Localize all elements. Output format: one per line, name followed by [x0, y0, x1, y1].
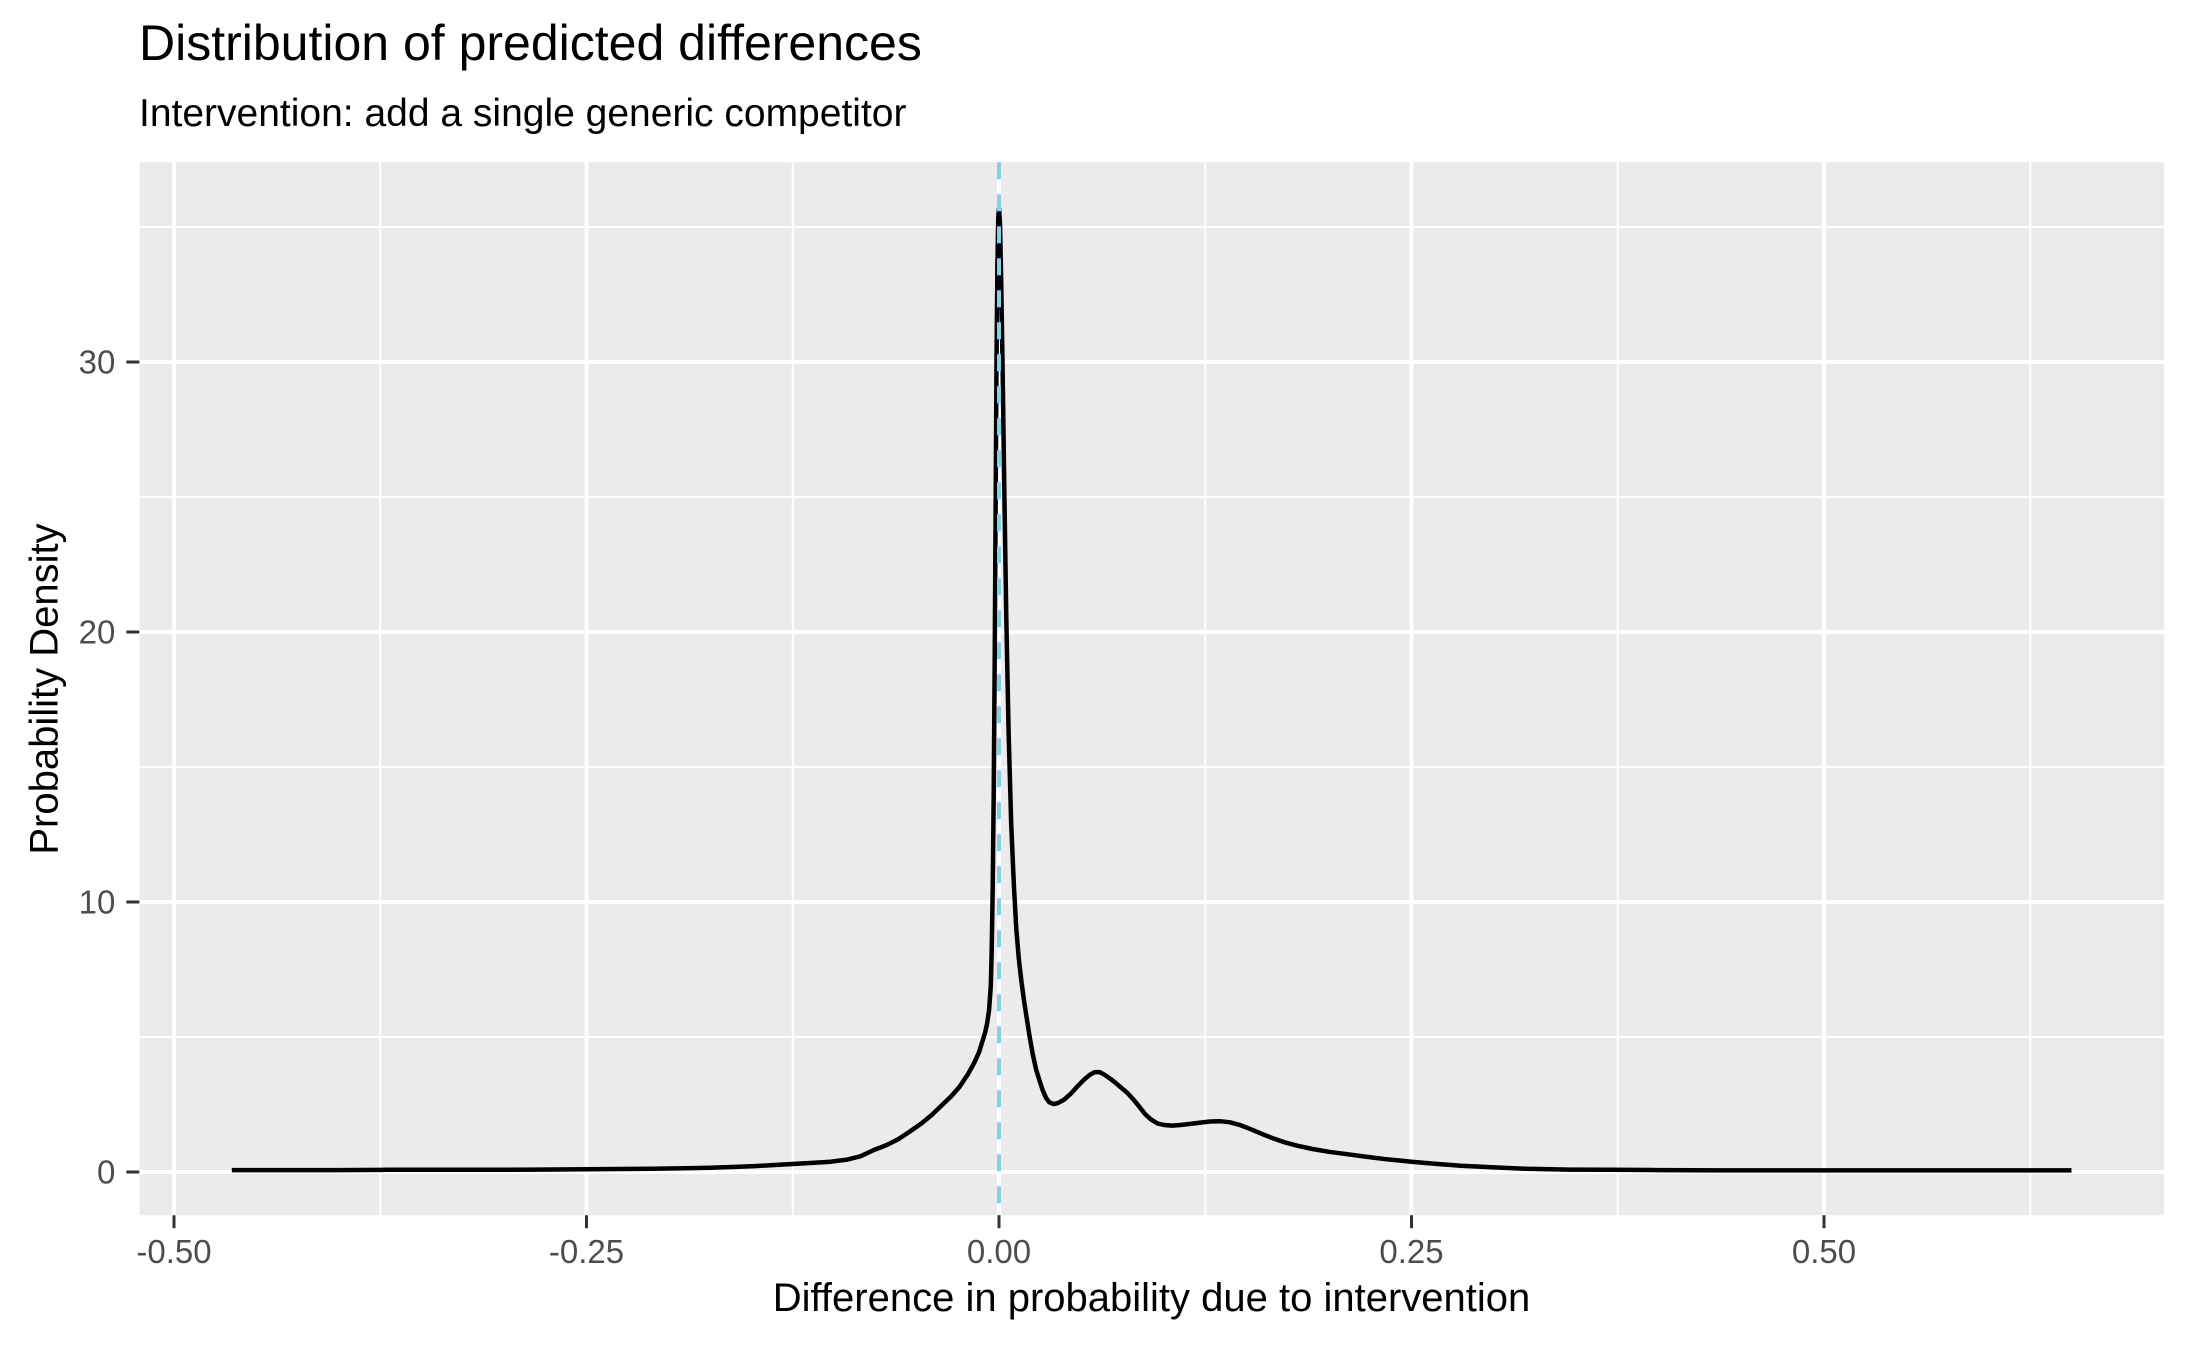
x-tick-label: -0.50 — [136, 1233, 211, 1270]
y-tick-label: 0 — [97, 1154, 115, 1191]
minor-gridlines — [139, 162, 2164, 1216]
x-tick-label: -0.25 — [549, 1233, 624, 1270]
x-tick-label: 0.00 — [967, 1233, 1031, 1270]
plot-title: Distribution of predicted differences — [139, 15, 922, 71]
density-curve — [231, 205, 2072, 1173]
y-tick-label: 20 — [79, 614, 116, 651]
plot-subtitle: Intervention: add a single generic compe… — [139, 92, 907, 135]
y-axis-title: Probability Density — [22, 523, 67, 855]
y-tick-label: 30 — [79, 344, 116, 381]
axis-tick-labels: -0.50 -0.25 0.00 0.25 0.50 0 10 20 30 — [79, 344, 1856, 1271]
axis-tick-marks — [126, 360, 1826, 1229]
x-tick-label: 0.25 — [1379, 1233, 1443, 1270]
x-tick-label: 0.50 — [1792, 1233, 1856, 1270]
panel-background — [139, 162, 2164, 1216]
x-axis-title: Difference in probability due to interve… — [772, 1276, 1531, 1320]
y-tick-label: 10 — [79, 884, 116, 921]
